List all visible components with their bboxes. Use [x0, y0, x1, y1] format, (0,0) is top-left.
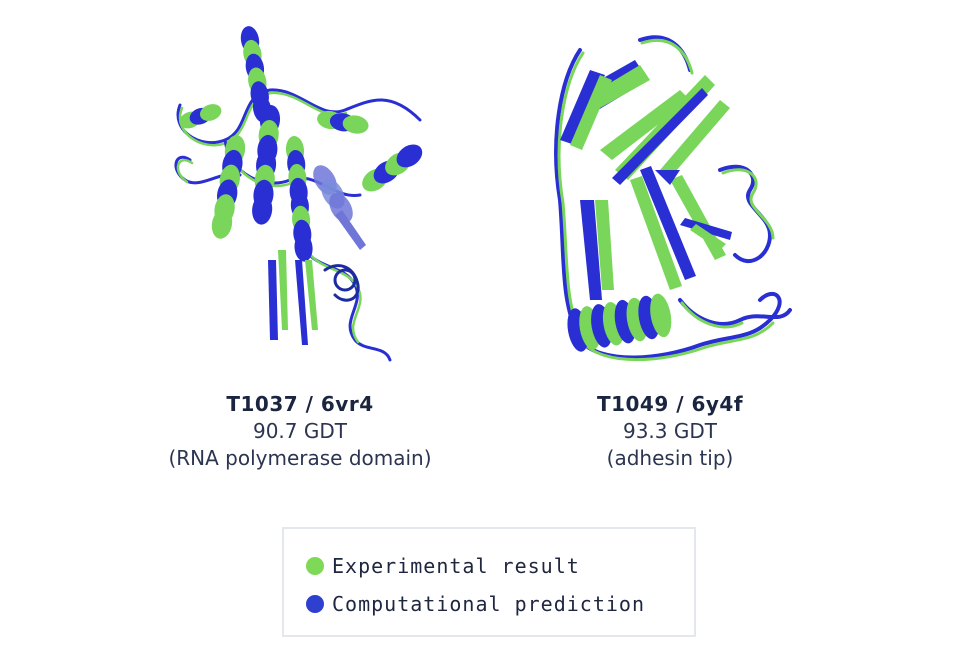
gdt-score-t1037: 90.7 GDT [252, 419, 347, 443]
legend-label-prediction: Computational prediction [332, 592, 645, 616]
gdt-score-t1049: 93.3 GDT [622, 419, 717, 443]
protein-structure-t1037-image [174, 26, 423, 362]
target-id-t1049: T1049 / 6y4f [596, 392, 744, 416]
caption-t1049: T1049 / 6y4f 93.3 GDT (adhesin tip) [597, 390, 743, 472]
structure-panel-t1037: T1037 / 6vr4 90.7 GDT (RNA polymerase do… [130, 0, 470, 472]
structure-panel-t1049: T1049 / 6y4f 93.3 GDT (adhesin tip) [520, 0, 820, 472]
caption-t1037: T1037 / 6vr4 90.7 GDT (RNA polymerase do… [168, 390, 431, 472]
description-t1049: (adhesin tip) [606, 446, 734, 470]
legend-item-experimental: Experimental result [306, 547, 694, 585]
legend: Experimental result Computational predic… [282, 527, 696, 637]
protein-structure-t1049-image [554, 35, 792, 362]
legend-label-experimental: Experimental result [332, 554, 580, 578]
blue-dot-icon [306, 595, 324, 613]
green-dot-icon [306, 557, 324, 575]
description-t1037: (RNA polymerase domain) [168, 446, 432, 470]
target-id-t1037: T1037 / 6vr4 [226, 392, 374, 416]
legend-item-prediction: Computational prediction [306, 585, 694, 623]
